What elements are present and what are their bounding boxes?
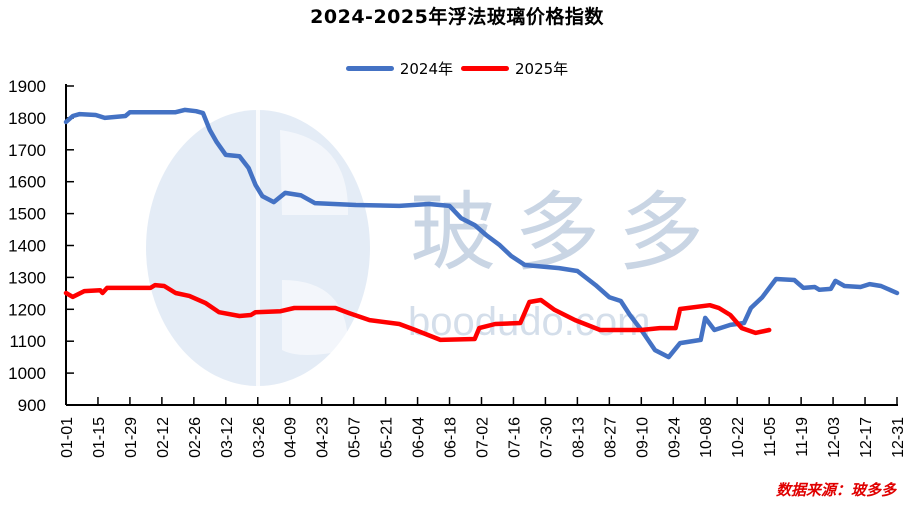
x-tick-label: 11-19 bbox=[794, 417, 811, 457]
y-tick-label: 1500 bbox=[8, 205, 46, 224]
x-tick-label: 12-17 bbox=[858, 417, 875, 458]
y-tick-label: 1000 bbox=[8, 364, 46, 383]
y-tick-label: 1200 bbox=[8, 300, 46, 319]
x-tick-label: 12-31 bbox=[890, 417, 907, 458]
y-axis: 900 1000 1100 1200 1300 1400 1500 1600 1700 1800 1… bbox=[8, 77, 74, 415]
x-tick-label: 03-12 bbox=[219, 417, 236, 458]
x-tick-label: 10-08 bbox=[698, 417, 715, 458]
x-tick-label: 06-04 bbox=[411, 417, 428, 458]
x-axis: 01-01 01-15 01-29 02-12 02-26 03-12 03-26 04-09… bbox=[59, 397, 907, 458]
y-tick-label: 1300 bbox=[8, 268, 46, 287]
y-tick-label: 900 bbox=[18, 396, 46, 415]
x-tick-label: 08-13 bbox=[570, 417, 587, 458]
x-tick-label: 04-23 bbox=[315, 417, 332, 458]
x-tick-label: 04-09 bbox=[283, 417, 300, 458]
legend-label-2025: 2025年 bbox=[515, 60, 569, 78]
y-tick-label: 1600 bbox=[8, 173, 46, 192]
x-tick-label: 05-21 bbox=[379, 417, 396, 458]
chart-title: 2024-2025年浮法玻璃价格指数 bbox=[310, 6, 604, 28]
x-tick-label: 07-30 bbox=[538, 417, 555, 458]
series-line-2025 bbox=[63, 282, 772, 343]
x-tick-label: 12-03 bbox=[826, 417, 843, 458]
legend-item-2025: 2025年 bbox=[461, 58, 568, 79]
series-lines bbox=[63, 107, 900, 360]
x-tick-label: 10-22 bbox=[730, 417, 747, 458]
x-tick-label: 05-07 bbox=[347, 417, 364, 458]
x-tick-label: 11-05 bbox=[762, 417, 779, 457]
legend-item-2024: 2024年 bbox=[345, 58, 453, 79]
y-tick-label: 1700 bbox=[8, 141, 46, 160]
x-tick-label: 02-12 bbox=[155, 417, 172, 458]
y-tick-label: 1100 bbox=[9, 332, 46, 351]
watermark-logo-divider bbox=[256, 100, 260, 390]
x-tick-label: 01-01 bbox=[59, 417, 76, 458]
x-tick-label: 02-26 bbox=[187, 417, 204, 458]
y-tick-label: 1900 bbox=[8, 77, 46, 96]
x-tick-label: 01-29 bbox=[123, 417, 140, 458]
legend-label-2024: 2024年 bbox=[399, 60, 453, 78]
x-tick-label: 08-27 bbox=[602, 417, 619, 458]
series-line-2024 bbox=[63, 107, 900, 360]
x-tick-label: 03-26 bbox=[251, 417, 268, 458]
x-tick-label: 07-16 bbox=[506, 417, 523, 458]
legend-swatch-2025 bbox=[461, 66, 509, 71]
watermark-logo-letter bbox=[280, 130, 349, 355]
x-tick-label: 07-02 bbox=[475, 417, 492, 458]
x-tick-label: 01-15 bbox=[91, 417, 108, 458]
source-note: 数据来源：玻多多 bbox=[775, 481, 896, 499]
legend-swatch-2024 bbox=[345, 66, 394, 71]
legend: 2024年 2025年 bbox=[0, 58, 914, 79]
x-tick-label: 06-18 bbox=[443, 417, 460, 458]
y-tick-label: 1800 bbox=[8, 109, 46, 128]
x-tick-label: 09-24 bbox=[666, 417, 683, 458]
x-tick-label: 09-10 bbox=[634, 417, 651, 458]
y-tick-label: 1400 bbox=[8, 237, 46, 256]
